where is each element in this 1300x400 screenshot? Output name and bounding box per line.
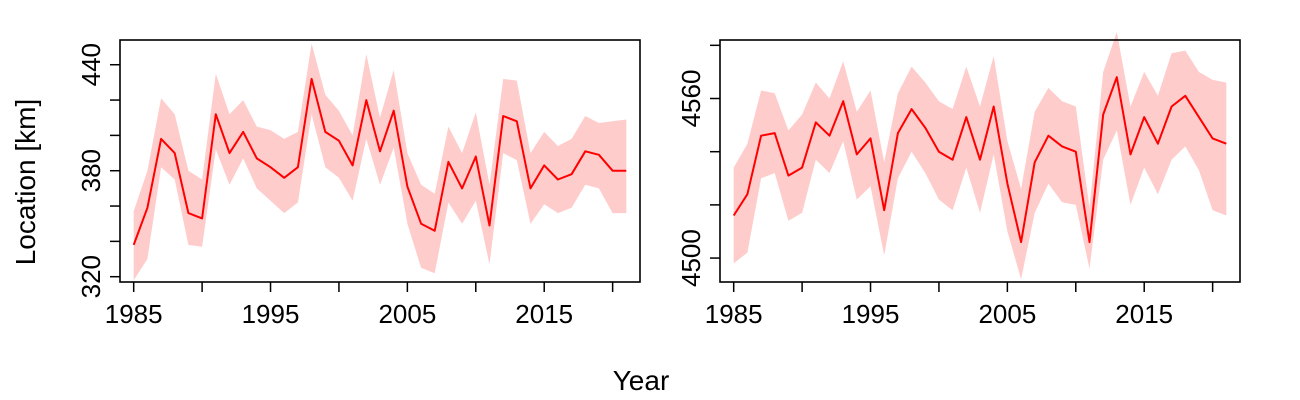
right-panel: 1985 1995 2005 2015 4500 4560 [676,32,1241,329]
x-tick-label: 1985 [705,299,763,329]
y-tick-label: 4560 [676,70,706,128]
y-axis-title: Location [km] [10,99,41,266]
x-tick-label: 2015 [1115,299,1173,329]
x-tick-label: 2005 [378,299,436,329]
x-tick-label: 2015 [515,299,573,329]
y-tick-label: 320 [76,255,106,298]
x-tick-label: 2005 [978,299,1036,329]
left-panel: 1985 1995 2005 2015 320 380 440 [76,39,641,329]
x-tick-label: 1995 [842,299,900,329]
plot-frame [719,39,1241,283]
x-tick-label: 1985 [105,299,163,329]
x-tick-label: 1995 [242,299,300,329]
y-tick-label: 380 [76,149,106,192]
x-axis-title: Year [613,365,670,396]
confidence-band [133,43,627,281]
y-tick-label: 440 [76,43,106,86]
y-tick-label: 4500 [676,229,706,287]
confidence-band [733,32,1227,280]
series-line-0 [132,77,627,246]
plot-frame [119,39,641,283]
series-line-0 [732,76,1227,244]
